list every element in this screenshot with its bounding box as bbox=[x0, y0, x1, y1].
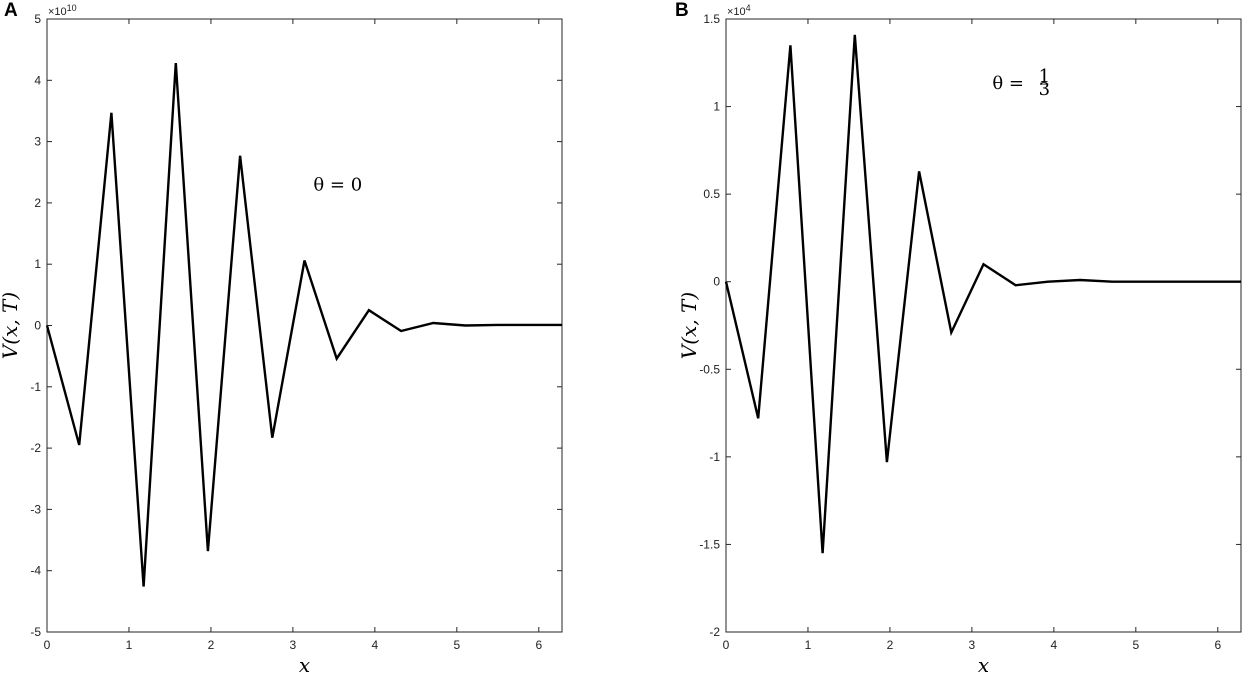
theta-annotation-b: θ = bbox=[992, 73, 1024, 94]
plot-area-b bbox=[725, 18, 1242, 633]
x-axis-label-a: x bbox=[299, 653, 310, 676]
y-tick-label-a: -1 bbox=[30, 380, 41, 394]
y-tick-label-b: 0.5 bbox=[703, 187, 720, 201]
panel-letter-a: A bbox=[4, 0, 18, 21]
theta-fraction-numerator-b: 1 bbox=[1039, 66, 1050, 87]
theta-annotation-a: θ = 0 bbox=[313, 175, 362, 196]
y-axis-label-a: V(x, T) bbox=[0, 292, 22, 359]
x-tick-label-a: 1 bbox=[126, 638, 133, 652]
y-tick-label-a: 4 bbox=[34, 73, 41, 87]
x-tick-label-b: 5 bbox=[1132, 638, 1139, 652]
y-tick-label-b: -1 bbox=[709, 450, 720, 464]
x-tick-label-b: 0 bbox=[723, 638, 730, 652]
x-axis-label-b: x bbox=[978, 653, 989, 676]
x-tick-label-a: 4 bbox=[372, 638, 379, 652]
x-tick-label-a: 0 bbox=[44, 638, 51, 652]
x-tick-label-b: 3 bbox=[969, 638, 976, 652]
y-tick-label-a: 0 bbox=[34, 319, 41, 333]
y-tick-label-a: -4 bbox=[30, 564, 41, 578]
y-tick-label-a: -2 bbox=[30, 441, 41, 455]
series-line-b-0 bbox=[724, 34, 1241, 554]
x-tick-label-b: 1 bbox=[805, 638, 812, 652]
y-axis-label-b: V(x, T) bbox=[677, 292, 701, 359]
x-tick-label-b: 2 bbox=[887, 638, 894, 652]
y-tick-label-b: -1.5 bbox=[699, 537, 720, 551]
x-tick-label-b: 6 bbox=[1214, 638, 1221, 652]
y-exponent-label-b: ×104 bbox=[727, 3, 751, 18]
x-tick-label-a: 6 bbox=[535, 638, 542, 652]
y-tick-label-b: 1 bbox=[713, 100, 720, 114]
y-exponent-label-a: ×1010 bbox=[48, 3, 77, 18]
x-tick-label-b: 4 bbox=[1051, 638, 1058, 652]
x-tick-label-a: 2 bbox=[208, 638, 215, 652]
y-tick-label-a: -3 bbox=[30, 502, 41, 516]
y-tick-label-b: -2 bbox=[709, 625, 720, 639]
y-tick-label-b: 1.5 bbox=[703, 12, 720, 26]
y-tick-label-a: -5 bbox=[30, 625, 41, 639]
series-line-a-0 bbox=[45, 63, 562, 587]
panel-letter-b: B bbox=[675, 0, 689, 21]
y-tick-label-b: 0 bbox=[713, 275, 720, 289]
y-tick-label-b: -0.5 bbox=[699, 362, 720, 376]
x-tick-label-a: 3 bbox=[290, 638, 297, 652]
theta-fraction-denominator-b: 3 bbox=[1039, 79, 1050, 100]
y-tick-label-a: 5 bbox=[34, 12, 41, 26]
y-tick-label-a: 3 bbox=[34, 135, 41, 149]
y-tick-label-a: 2 bbox=[34, 196, 41, 210]
x-tick-label-a: 5 bbox=[453, 638, 460, 652]
y-tick-label-a: 1 bbox=[34, 257, 41, 271]
